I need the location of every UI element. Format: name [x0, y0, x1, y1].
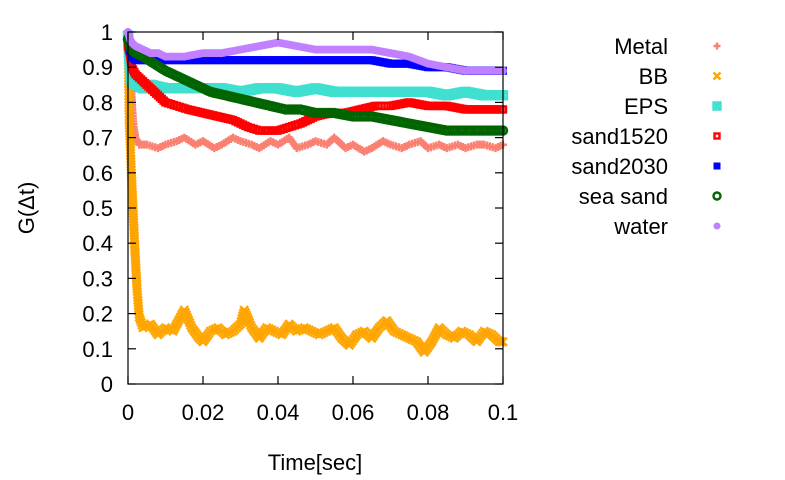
legend-marker: [712, 191, 722, 201]
legend-marker: [712, 101, 722, 111]
axis-ticks: 0 0.02 0.04 0.06 0.08 0.1 0 0.1 0.2 0.3 0.4 0.5 0.6 0…: [82, 20, 518, 425]
x-tick-label: 0.08: [407, 400, 450, 425]
y-tick-label: 0.8: [82, 90, 113, 115]
legend-marker: [712, 71, 722, 81]
data-marks: [122, 28, 509, 358]
legend-label: EPS: [624, 94, 668, 119]
y-tick-label: 0.1: [82, 337, 113, 362]
data-point: [496, 336, 506, 347]
x-tick-label: 0.04: [257, 400, 300, 425]
legend-label: Metal: [614, 34, 668, 59]
y-axis-label: G(Δt): [14, 182, 39, 235]
legend-item: sea sand: [579, 184, 722, 209]
legend-label: sea sand: [579, 184, 668, 209]
y-tick-label: 0.4: [82, 231, 113, 256]
y-tick-label: 0: [101, 372, 113, 397]
legend-label: water: [613, 214, 668, 239]
legend-item: Metal: [614, 34, 721, 59]
legend-marker: [713, 132, 721, 140]
y-tick-label: 0.5: [82, 196, 113, 221]
legend-marker: [713, 42, 721, 50]
y-tick-label: 0.9: [82, 55, 113, 80]
series-sea-sand: [122, 33, 509, 136]
data-point: [134, 312, 145, 322]
legend-item: sand1520: [571, 124, 721, 149]
y-tick-label: 0.3: [82, 266, 113, 291]
legend: Metal BB EPS sand1520 sand2030 sea sand water: [571, 34, 722, 239]
legend-item: BB: [639, 64, 722, 89]
legend-marker: [713, 162, 721, 170]
legend-item: sand2030: [571, 154, 721, 179]
legend-label: sand1520: [571, 124, 668, 149]
x-axis-label: Time[sec]: [268, 450, 363, 475]
legend-marker: [713, 222, 721, 230]
series-water: [124, 28, 507, 75]
legend-item: water: [613, 214, 721, 239]
y-tick-label: 1: [101, 20, 113, 45]
x-tick-label: 0.06: [332, 400, 375, 425]
y-tick-label: 0.2: [82, 302, 113, 327]
x-tick-label: 0: [122, 400, 134, 425]
y-tick-label: 0.7: [82, 126, 113, 151]
x-tick-label: 0.1: [488, 400, 519, 425]
y-tick-label: 0.6: [82, 161, 113, 186]
legend-label: BB: [639, 64, 668, 89]
x-tick-label: 0.02: [182, 400, 225, 425]
legend-label: sand2030: [571, 154, 668, 179]
legend-item: EPS: [624, 94, 722, 119]
